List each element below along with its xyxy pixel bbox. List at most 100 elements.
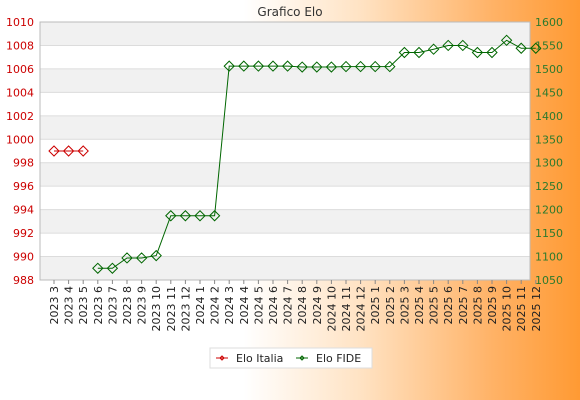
y-right-tick-label: 1500 xyxy=(535,63,563,76)
legend-label-elo-italia: Elo Italia xyxy=(236,352,283,365)
data-point-elo-fide xyxy=(515,42,527,54)
x-tick-label: 2025 11 xyxy=(515,286,528,332)
data-point-elo-fide xyxy=(530,42,542,54)
x-tick-label: 2024 4 xyxy=(238,286,251,325)
data-point-elo-fide xyxy=(106,262,119,274)
data-point-elo-fide xyxy=(165,210,177,222)
x-tick-label: 2024 12 xyxy=(355,286,368,332)
x-tick-label: 2024 3 xyxy=(223,286,236,325)
y-left-tick-label: 998 xyxy=(13,157,34,170)
data-point-elo-fide xyxy=(238,60,250,72)
x-tick-label: 2023 9 xyxy=(136,286,149,325)
y-right-tick-label: 1100 xyxy=(535,251,563,264)
x-tick-label: 2024 7 xyxy=(282,286,295,325)
x-tick-label: 2023 7 xyxy=(106,286,119,325)
plot-area xyxy=(40,22,530,280)
legend-marker-elo-italia xyxy=(219,355,225,361)
legend-box xyxy=(209,347,373,369)
x-tick-label: 2024 8 xyxy=(296,286,309,325)
x-tick-label: 2023 8 xyxy=(121,286,134,325)
x-tick-label: 2025 5 xyxy=(428,286,441,325)
data-point-elo-fide xyxy=(208,210,221,222)
data-point-elo-fide xyxy=(311,61,323,73)
y-left-tick-label: 1006 xyxy=(6,63,34,76)
x-tick-label: 2025 2 xyxy=(384,286,397,325)
data-point-elo-fide xyxy=(486,46,498,59)
data-point-elo-fide xyxy=(384,60,396,73)
y-left-tick-label: 992 xyxy=(13,227,34,240)
grid-band xyxy=(40,209,530,234)
data-point-elo-fide xyxy=(325,61,338,73)
x-tick-label: 2023 3 xyxy=(48,286,61,325)
grid-band xyxy=(40,68,530,93)
y-left-tick-label: 996 xyxy=(13,180,34,193)
data-point-elo-fide xyxy=(281,60,294,72)
data-point-elo-fide xyxy=(121,252,133,264)
y-right-tick-label: 1200 xyxy=(535,204,563,217)
data-point-elo-fide xyxy=(135,252,148,264)
x-tick-label: 2024 2 xyxy=(209,286,222,325)
data-point-elo-fide xyxy=(223,60,235,72)
x-tick-label: 2024 10 xyxy=(325,286,338,332)
y-left-tick-label: 990 xyxy=(13,251,34,264)
chart-title: Grafico Elo xyxy=(257,5,322,19)
data-point-elo-fide xyxy=(457,39,469,52)
y-right-tick-label: 1550 xyxy=(535,39,563,52)
x-tick-label: 2025 4 xyxy=(413,286,426,325)
data-point-elo-fide xyxy=(252,60,265,72)
x-tick-label: 2024 9 xyxy=(311,286,324,325)
y-right-tick-label: 1400 xyxy=(535,110,563,123)
data-point-elo-fide xyxy=(354,60,367,73)
data-point-elo-fide xyxy=(369,60,381,73)
x-tick-label: 2023 6 xyxy=(92,286,105,325)
y-right-tick-label: 1250 xyxy=(535,180,563,193)
data-point-elo-fide xyxy=(398,46,411,59)
x-tick-label: 2023 5 xyxy=(77,286,90,325)
legend-label-elo-fide: Elo FIDE xyxy=(316,352,361,365)
y-left-tick-label: 988 xyxy=(13,274,34,287)
x-tick-label: 2024 5 xyxy=(252,286,265,325)
x-tick-label: 2023 10 xyxy=(150,286,163,332)
x-tick-label: 2024 1 xyxy=(194,286,207,325)
data-point-elo-fide xyxy=(150,249,162,262)
x-tick-label: 2025 10 xyxy=(501,286,514,332)
grid-band xyxy=(40,162,530,187)
y-right-tick-label: 1050 xyxy=(535,274,563,287)
y-right-tick-label: 1350 xyxy=(535,133,563,146)
x-tick-label: 2023 12 xyxy=(179,286,192,332)
y-right-tick-label: 1600 xyxy=(535,16,563,29)
x-tick-label: 2025 9 xyxy=(486,286,499,325)
x-tick-label: 2025 7 xyxy=(457,286,470,325)
y-right-tick-label: 1150 xyxy=(535,227,563,240)
data-point-elo-fide xyxy=(267,60,279,72)
x-tick-label: 2023 4 xyxy=(63,286,76,325)
data-point-elo-fide xyxy=(179,210,192,222)
x-tick-label: 2023 11 xyxy=(165,286,178,332)
x-tick-label: 2025 1 xyxy=(369,286,382,325)
y-left-tick-label: 1000 xyxy=(6,133,34,146)
data-point-elo-fide xyxy=(442,39,454,52)
data-point-elo-fide xyxy=(413,46,425,59)
legend: Elo Italia Elo FIDE xyxy=(209,347,373,369)
data-point-elo-italia xyxy=(77,145,89,157)
data-point-elo-fide xyxy=(194,210,206,222)
y-left-tick-label: 1002 xyxy=(6,110,34,123)
legend-marker-elo-fide xyxy=(299,355,305,361)
x-tick-label: 2024 11 xyxy=(340,286,353,332)
data-point-elo-fide xyxy=(471,46,484,59)
data-point-elo-fide xyxy=(500,34,513,47)
data-point-elo-fide xyxy=(296,61,308,73)
y-right-tick-label: 1300 xyxy=(535,157,563,170)
x-tick-label: 2025 6 xyxy=(442,286,455,325)
y-left-tick-label: 1010 xyxy=(6,16,34,29)
x-tick-label: 2025 12 xyxy=(530,286,543,332)
x-tick-label: 2025 8 xyxy=(471,286,484,325)
y-right-tick-label: 1450 xyxy=(535,86,563,99)
y-left-tick-label: 1008 xyxy=(6,39,34,52)
data-point-elo-fide xyxy=(427,43,440,55)
grid-band xyxy=(40,256,530,280)
data-point-elo-fide xyxy=(340,60,352,73)
data-point-elo-italia xyxy=(48,145,60,157)
